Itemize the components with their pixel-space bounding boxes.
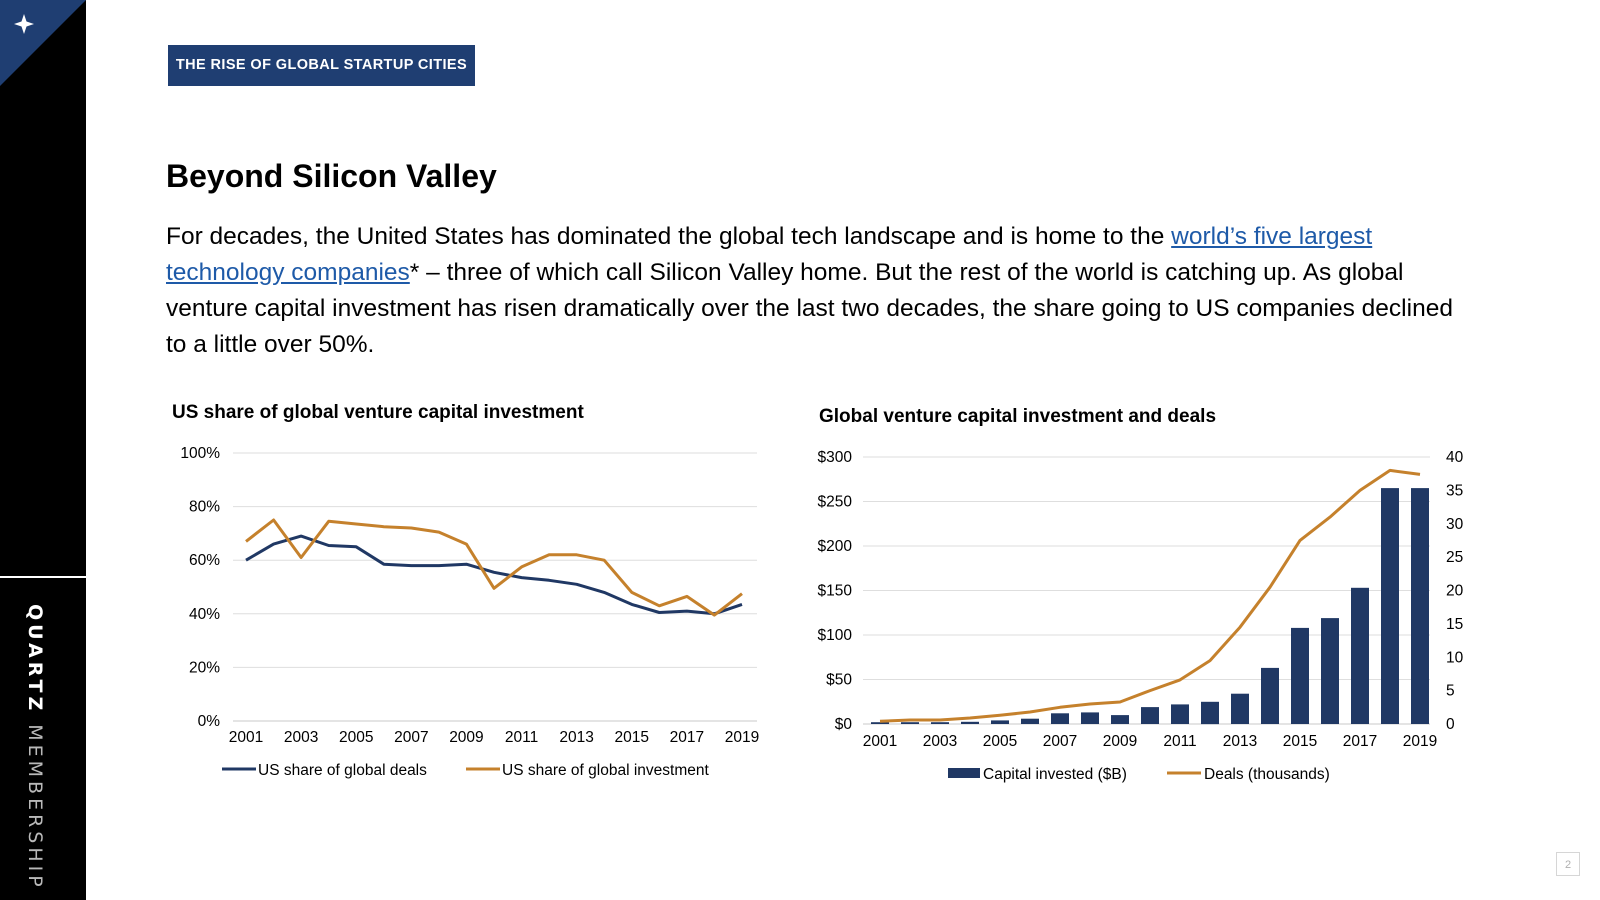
chart2-bar	[1111, 715, 1129, 724]
chart2-x-tick-label: 2005	[983, 733, 1017, 750]
chart2-legend-label: Deals (thousands)	[1204, 766, 1330, 783]
chart2-legend-label: Capital invested ($B)	[983, 766, 1127, 783]
chart2-bar	[1261, 667, 1279, 724]
chart1-legend-label: US share of global investment	[502, 762, 709, 779]
chart2-x-tick-label: 2011	[1163, 733, 1196, 750]
chart2-y2-tick-label: 35	[1446, 482, 1463, 499]
sparkle-icon	[14, 14, 34, 34]
chart2-bar	[991, 720, 1009, 724]
chart2-bar	[961, 721, 979, 724]
chart2-y-tick-label: $50	[826, 672, 852, 689]
chart2-bar	[1081, 712, 1099, 724]
chart2-bar	[871, 722, 889, 724]
chart1-title: US share of global venture capital inves…	[172, 402, 584, 423]
chart2-x-tick-label: 2003	[923, 733, 957, 750]
chart1-y-tick-label: 20%	[189, 659, 220, 676]
chart2-bar	[1201, 701, 1219, 725]
chart1-x-tick-label: 2019	[725, 729, 759, 746]
chart2-y2-tick-label: 5	[1446, 683, 1455, 700]
chart1-x-tick-label: 2007	[394, 729, 428, 746]
chart2-y-tick-label: $200	[818, 538, 853, 555]
chart1-x-tick-label: 2003	[284, 729, 318, 746]
chart2-y-tick-label: $300	[818, 449, 853, 466]
body-paragraph: For decades, the United States has domin…	[166, 219, 1466, 363]
chart1-series-line-0	[245, 534, 743, 616]
corner-sparkle-badge	[0, 0, 86, 86]
chart2-legend-swatch-0	[948, 768, 980, 778]
chart2-y-tick-label: $0	[835, 716, 853, 733]
chart2-bar	[1051, 713, 1069, 724]
page-number: 2	[1556, 852, 1580, 876]
chart2-x-tick-label: 2001	[863, 733, 897, 750]
chart1-series-line-1	[245, 518, 743, 617]
section-tag: THE RISE OF GLOBAL STARTUP CITIES	[168, 45, 475, 86]
chart2-bar	[1231, 693, 1249, 724]
chart2-bar	[1351, 587, 1369, 724]
chart2-bar	[1291, 627, 1309, 724]
brand-wordmark: QUARTZ MEMBERSHIP	[24, 604, 46, 891]
chart2-bar	[1411, 488, 1429, 724]
body-text-after: * – three of which call Silicon Valley h…	[166, 259, 1453, 358]
chart2-y2-tick-label: 30	[1446, 516, 1464, 533]
chart2-x-tick-label: 2007	[1043, 733, 1077, 750]
chart1-y-tick-label: 0%	[198, 713, 221, 730]
chart2-bar	[1141, 707, 1159, 724]
chart1-y-tick-label: 40%	[189, 606, 220, 623]
chart1-y-tick-label: 80%	[189, 499, 220, 516]
chart2-bar	[1321, 618, 1339, 724]
chart1-x-tick-label: 2017	[670, 729, 704, 746]
chart2-deals-line	[879, 468, 1421, 723]
chart2-y-tick-label: $100	[818, 627, 853, 644]
chart1-x-tick-label: 2005	[339, 729, 373, 746]
chart1-y-tick-label: 100%	[180, 445, 220, 462]
chart2-y2-tick-label: 10	[1446, 649, 1464, 666]
chart1-x-tick-label: 2001	[229, 729, 263, 746]
chart2-x-tick-label: 2013	[1223, 733, 1257, 750]
chart2-bar	[1021, 718, 1039, 724]
chart1-legend-label: US share of global deals	[258, 762, 427, 779]
sidebar-divider	[0, 576, 86, 578]
chart1-x-tick-label: 2011	[505, 729, 538, 746]
chart1-x-tick-label: 2013	[559, 729, 593, 746]
chart2-bar	[901, 722, 919, 724]
chart2-bar	[1381, 488, 1399, 724]
chart2-title: Global venture capital investment and de…	[819, 406, 1216, 427]
chart2-y2-tick-label: 0	[1446, 716, 1455, 733]
chart2-x-tick-label: 2017	[1343, 733, 1377, 750]
chart2-y2-tick-label: 25	[1446, 549, 1463, 566]
chart2-y-tick-label: $250	[818, 494, 853, 511]
brand-light: MEMBERSHIP	[24, 724, 46, 891]
chart1-y-tick-label: 60%	[189, 552, 220, 569]
chart2-x-tick-label: 2019	[1403, 733, 1437, 750]
chart2-bar	[1171, 704, 1189, 724]
chart2-y2-tick-label: 20	[1446, 583, 1464, 600]
chart2-x-tick-label: 2009	[1103, 733, 1137, 750]
companies-link[interactable]: world’s five largest technology companie…	[166, 223, 1373, 286]
sidebar: QUARTZ MEMBERSHIP	[0, 0, 86, 900]
chart2-y2-tick-label: 40	[1446, 449, 1464, 466]
chart2-bar	[931, 722, 949, 724]
chart2-x-tick-label: 2015	[1283, 733, 1317, 750]
page-title: Beyond Silicon Valley	[166, 158, 497, 194]
chart1-x-tick-label: 2015	[615, 729, 649, 746]
brand-strong: QUARTZ	[24, 604, 46, 715]
chart1-x-tick-label: 2009	[449, 729, 483, 746]
body-text-before: For decades, the United States has domin…	[166, 223, 1172, 250]
chart2-y2-tick-label: 15	[1446, 616, 1463, 633]
chart2-y-tick-label: $150	[818, 583, 853, 600]
